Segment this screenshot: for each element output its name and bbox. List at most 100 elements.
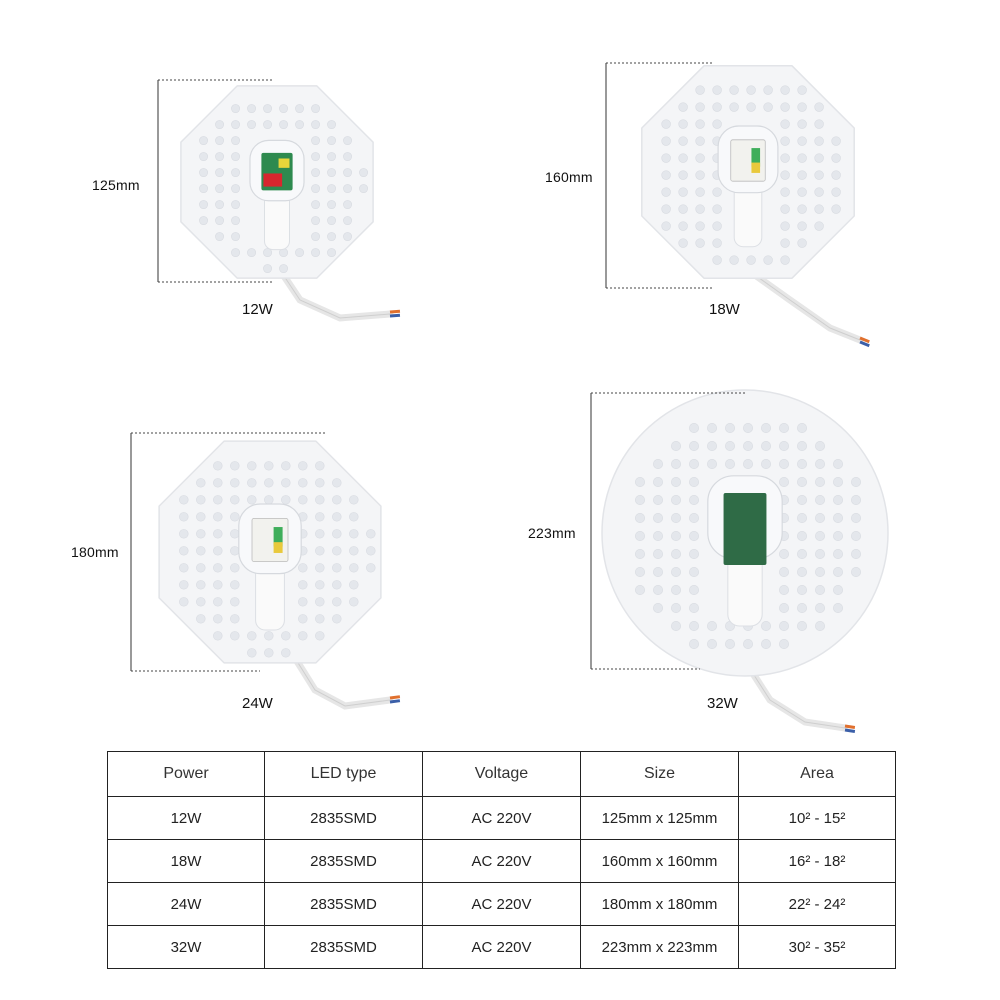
led-lens (814, 136, 824, 146)
cell-led-type: 2835SMD (264, 839, 423, 883)
led-lens (707, 441, 718, 451)
led-lens (231, 216, 241, 226)
led-lens (746, 255, 756, 265)
power-label-24w: 24W (242, 695, 273, 712)
led-lens (780, 85, 790, 95)
led-lens (833, 477, 844, 487)
led-lens (743, 423, 754, 433)
led-lens (797, 441, 808, 451)
led-lens (661, 221, 671, 231)
led-lens (196, 512, 206, 522)
led-lens (653, 513, 664, 524)
led-lens (199, 136, 209, 146)
led-lens (797, 170, 807, 180)
led-lens (815, 459, 826, 469)
led-lens (763, 85, 773, 95)
led-lens (349, 597, 359, 607)
power-label-32w: 32W (707, 695, 738, 712)
led-lens (661, 136, 671, 146)
led-lens (712, 102, 722, 112)
led-lens (311, 120, 321, 130)
power-label-12w: 12W (242, 301, 273, 318)
led-lens (215, 184, 225, 194)
led-lens (671, 459, 682, 469)
power-cable-edge (751, 671, 846, 729)
led-lens (315, 580, 325, 590)
led-lens (179, 512, 189, 522)
led-lens (815, 513, 826, 524)
led-lens (729, 255, 739, 265)
led-lens (315, 563, 325, 573)
table-row: 12W 2835SMD AC 220V 125mm x 125mm 10² - … (107, 796, 896, 840)
led-lens (213, 512, 223, 522)
led-lens (779, 585, 790, 596)
led-lens (298, 495, 308, 505)
cell-led-type: 2835SMD (264, 925, 423, 969)
led-lens (295, 104, 305, 114)
led-lens (231, 152, 241, 162)
led-lens (349, 529, 359, 539)
led-lens (678, 187, 688, 197)
led-lens (695, 153, 705, 163)
led-lens (661, 204, 671, 214)
led-lens (729, 102, 739, 112)
driver-component (273, 542, 283, 553)
led-lens (196, 546, 206, 556)
led-lens (814, 119, 824, 129)
led-lens (707, 459, 718, 469)
led-lens (707, 621, 718, 632)
led-lens (315, 631, 325, 641)
led-lens (196, 563, 206, 573)
led-lens (671, 567, 682, 578)
led-lens (343, 184, 353, 194)
led-lens (707, 639, 718, 650)
led-lens (661, 187, 671, 197)
led-lens (315, 597, 325, 607)
led-lens (311, 104, 321, 114)
led-lens (349, 512, 359, 522)
led-lens (635, 513, 646, 524)
led-lens (230, 580, 240, 590)
led-lens (678, 204, 688, 214)
led-lens (831, 153, 841, 163)
header-voltage: Voltage (422, 751, 581, 797)
led-lens (797, 585, 808, 596)
led-lens (231, 104, 241, 114)
led-lens (797, 495, 808, 505)
led-lens (311, 136, 321, 146)
led-lens (264, 461, 274, 471)
led-lens (689, 567, 700, 578)
led-lens (661, 119, 671, 129)
led-lens (671, 549, 682, 560)
led-lens (343, 152, 353, 162)
led-lens (295, 248, 305, 258)
led-lens (678, 119, 688, 129)
led-lens (653, 459, 664, 469)
led-lens (196, 478, 206, 488)
led-lens (725, 459, 736, 469)
led-lens (366, 563, 376, 573)
led-lens (678, 102, 688, 112)
led-lens (635, 585, 646, 596)
led-lens (213, 614, 223, 624)
led-lens (327, 216, 337, 226)
power-label-18w: 18W (709, 301, 740, 318)
led-lens (653, 531, 664, 542)
led-lens (712, 255, 722, 265)
led-lens (797, 531, 808, 542)
led-lens (215, 136, 225, 146)
led-lens (332, 563, 342, 573)
dimension-line-32w (590, 392, 745, 670)
cell-size: 223mm x 223mm (580, 925, 739, 969)
led-lens (215, 152, 225, 162)
led-lens (343, 136, 353, 146)
led-lens (653, 477, 664, 487)
led-lens (746, 85, 756, 95)
led-lens (678, 136, 688, 146)
led-lens (213, 495, 223, 505)
led-lens (797, 238, 807, 248)
led-lens (327, 248, 337, 258)
led-lens (199, 216, 209, 226)
led-lens (761, 639, 772, 650)
led-lens (689, 513, 700, 524)
